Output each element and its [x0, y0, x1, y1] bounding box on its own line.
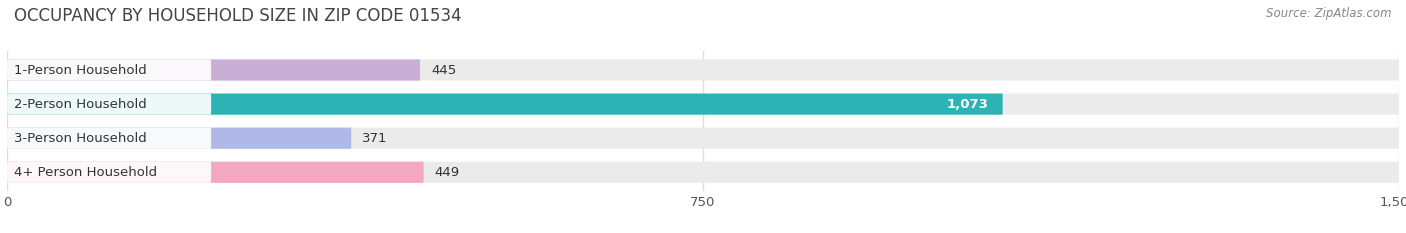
Text: 1-Person Household: 1-Person Household	[14, 64, 148, 76]
Text: 445: 445	[432, 64, 457, 76]
FancyBboxPatch shape	[7, 93, 1399, 115]
Text: 2-Person Household: 2-Person Household	[14, 98, 148, 111]
FancyBboxPatch shape	[7, 59, 1399, 81]
FancyBboxPatch shape	[7, 162, 1399, 183]
Text: Source: ZipAtlas.com: Source: ZipAtlas.com	[1267, 7, 1392, 20]
Text: 1,073: 1,073	[946, 98, 988, 111]
Text: OCCUPANCY BY HOUSEHOLD SIZE IN ZIP CODE 01534: OCCUPANCY BY HOUSEHOLD SIZE IN ZIP CODE …	[14, 7, 461, 25]
FancyBboxPatch shape	[7, 93, 211, 115]
FancyBboxPatch shape	[7, 93, 1002, 115]
FancyBboxPatch shape	[7, 162, 211, 183]
FancyBboxPatch shape	[7, 128, 211, 149]
Text: 449: 449	[434, 166, 460, 179]
FancyBboxPatch shape	[7, 128, 1399, 149]
Text: 371: 371	[363, 132, 388, 145]
Text: 3-Person Household: 3-Person Household	[14, 132, 148, 145]
FancyBboxPatch shape	[7, 59, 211, 81]
FancyBboxPatch shape	[7, 128, 351, 149]
FancyBboxPatch shape	[7, 59, 420, 81]
Text: 4+ Person Household: 4+ Person Household	[14, 166, 157, 179]
FancyBboxPatch shape	[7, 162, 423, 183]
